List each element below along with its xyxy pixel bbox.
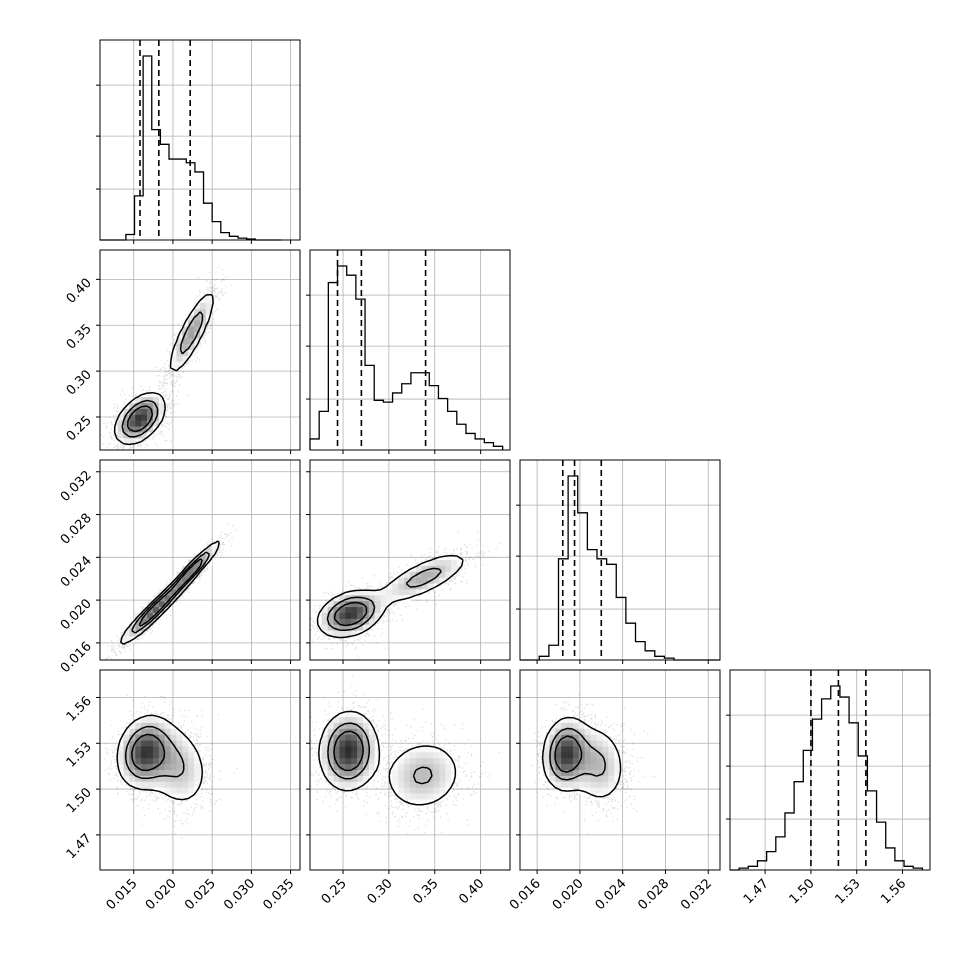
x-tick-label: 1.53 xyxy=(832,876,863,907)
panel-2d-2-3 xyxy=(519,669,721,871)
panel-hist-2 xyxy=(516,459,721,661)
contour-level xyxy=(316,554,464,639)
contour-level xyxy=(333,730,364,772)
panel-content xyxy=(520,670,720,870)
contour-level xyxy=(121,311,204,438)
density-cells xyxy=(543,717,621,800)
panel-frame xyxy=(99,249,301,451)
panel-frame xyxy=(99,669,301,871)
y-tick-label: 1.56 xyxy=(64,694,95,725)
y-tick-label: 0.024 xyxy=(58,554,95,591)
x-tick-label: 0.035 xyxy=(260,876,297,913)
panel-2d-1-3 xyxy=(309,669,511,871)
contour-level xyxy=(116,714,203,801)
contour-level xyxy=(554,735,583,773)
panel-hist-1 xyxy=(306,249,511,451)
scatter-points xyxy=(100,266,232,450)
panel-2d-1-2 xyxy=(309,459,511,661)
x-tick-label: 0.020 xyxy=(143,876,180,913)
y-tick-label: 0.40 xyxy=(64,276,95,307)
panel-hist-0 xyxy=(96,39,301,241)
y-tick-label: 0.30 xyxy=(64,367,95,398)
contour-level xyxy=(131,733,166,772)
contour-level xyxy=(138,558,203,627)
panel-hist-3 xyxy=(726,669,931,871)
contour-level xyxy=(124,725,185,780)
panel-frame xyxy=(729,669,931,871)
contour-level xyxy=(541,716,622,798)
contour-level xyxy=(126,405,154,433)
contour-level xyxy=(333,601,368,627)
panel-content xyxy=(310,460,510,660)
x-tick-label: 0.40 xyxy=(456,876,487,907)
panel-frame xyxy=(309,669,511,871)
panel-2d-0-1 xyxy=(99,249,301,451)
panel-2d-0-3 xyxy=(99,669,301,871)
x-tick-label: 0.024 xyxy=(593,876,630,913)
panel-frame xyxy=(309,459,511,661)
y-tick-label: 1.53 xyxy=(64,740,95,771)
contour-level xyxy=(113,293,214,446)
panel-frame xyxy=(99,39,301,241)
x-tick-label: 0.25 xyxy=(319,876,350,907)
x-tick-label: 1.47 xyxy=(741,876,772,907)
x-tick-label: 0.028 xyxy=(635,876,672,913)
panel-frame xyxy=(309,249,511,451)
grid-lines xyxy=(100,40,300,240)
panel-frame xyxy=(99,459,301,661)
panel-content xyxy=(100,250,300,450)
y-tick-label: 0.016 xyxy=(58,639,95,676)
contour-level xyxy=(549,727,607,781)
y-tick-label: 0.032 xyxy=(58,468,95,505)
histogram-step xyxy=(100,55,282,241)
y-tick-label: 1.50 xyxy=(64,785,95,816)
grid-lines xyxy=(520,460,720,660)
x-tick-label: 0.35 xyxy=(411,876,442,907)
grid-lines xyxy=(730,670,930,870)
panel-content xyxy=(100,460,300,660)
contour-level xyxy=(327,722,433,785)
x-tick-label: 1.50 xyxy=(787,876,818,907)
x-tick-label: 0.020 xyxy=(550,876,587,913)
contour-level xyxy=(318,710,457,806)
contour-level xyxy=(119,540,220,645)
panel-content xyxy=(310,670,510,870)
x-tick-label: 0.30 xyxy=(365,876,396,907)
x-tick-label: 0.015 xyxy=(104,876,141,913)
x-tick-label: 0.016 xyxy=(507,876,544,913)
panel-frame xyxy=(519,459,721,661)
x-tick-label: 0.030 xyxy=(221,876,258,913)
y-tick-label: 0.028 xyxy=(58,511,95,548)
x-tick-label: 1.56 xyxy=(878,876,909,907)
contour-level xyxy=(326,567,442,632)
contour-level xyxy=(131,551,211,634)
panel-content xyxy=(100,670,300,870)
histogram-step xyxy=(309,265,504,450)
x-tick-label: 0.032 xyxy=(678,876,715,913)
grid-lines xyxy=(100,460,300,660)
grid-lines xyxy=(310,250,510,450)
histogram-step xyxy=(520,475,720,661)
panel-2d-0-2 xyxy=(99,459,301,661)
panel-frame xyxy=(519,669,721,871)
histogram-step xyxy=(730,685,924,871)
y-tick-label: 0.25 xyxy=(64,413,95,444)
y-tick-label: 0.35 xyxy=(64,321,95,352)
y-tick-label: 1.47 xyxy=(64,831,95,862)
x-tick-label: 0.025 xyxy=(182,876,219,913)
y-tick-label: 0.020 xyxy=(58,596,95,633)
